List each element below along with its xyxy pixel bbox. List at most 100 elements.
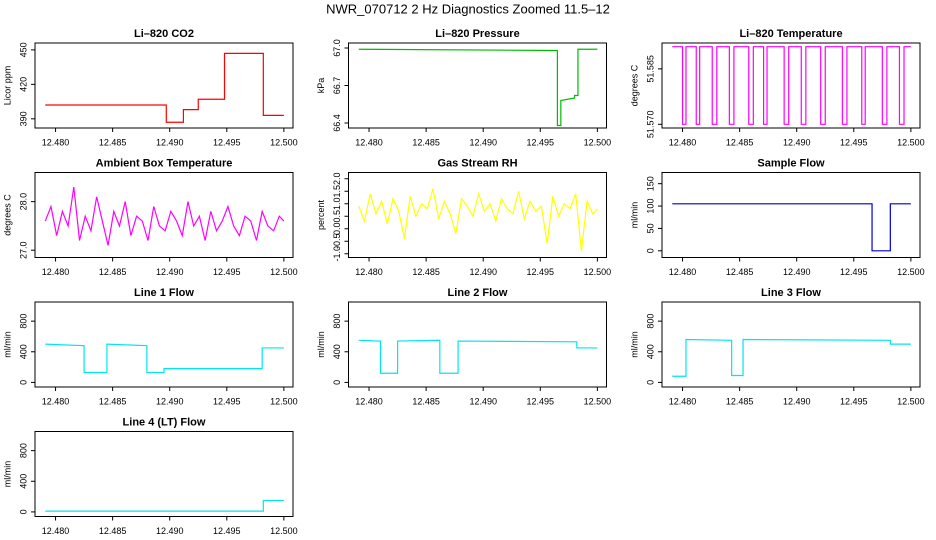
y-tick-label: 400 [18, 474, 28, 489]
panel-title: Line 4 (LT) Flow [123, 416, 206, 428]
y-tick-label: 1.0 [332, 197, 342, 210]
x-tick-label: 12.500 [270, 526, 298, 536]
x-tick-label: 12.490 [156, 396, 184, 406]
y-tick-label: 2.0 [332, 172, 342, 185]
panel-title: Sample Flow [757, 157, 825, 169]
x-tick-label: 12.490 [156, 526, 184, 536]
x-tick-label: 12.485 [726, 396, 754, 406]
plot-frame [661, 301, 921, 388]
x-tick-label: 12.490 [783, 137, 811, 147]
plot-frame [348, 301, 607, 388]
x-tick-label: 12.495 [527, 267, 555, 277]
x-tick-label: 12.495 [527, 396, 555, 406]
x-tick-label: 12.480 [42, 526, 70, 536]
x-tick-label: 12.500 [584, 396, 612, 406]
x-tick-label: 12.480 [355, 396, 383, 406]
x-tick-label: 12.485 [99, 526, 127, 536]
y-tick-label: 800 [645, 314, 655, 329]
x-tick-label: 12.485 [726, 267, 754, 277]
panel-title: Li–820 Pressure [435, 28, 519, 40]
plot-frame [348, 42, 607, 129]
plot-frame [34, 301, 294, 388]
x-tick-label: 12.500 [270, 137, 298, 147]
y-tick-label: 66.4 [332, 114, 342, 132]
x-tick-label: 12.490 [469, 267, 497, 277]
x-tick-label: 12.500 [584, 267, 612, 277]
x-tick-label: 12.480 [355, 267, 383, 277]
x-tick-label: 12.490 [469, 396, 497, 406]
x-tick-label: 12.485 [726, 137, 754, 147]
x-tick-label: 12.495 [840, 396, 868, 406]
page-title: NWR_070712 2 Hz Diagnostics Zoomed 11.5–… [326, 1, 610, 16]
y-axis-label: ml/min [2, 461, 12, 488]
x-tick-label: 12.495 [213, 137, 241, 147]
panel-title: Ambient Box Temperature [96, 157, 233, 169]
x-tick-label: 12.480 [42, 267, 70, 277]
x-tick-label: 12.500 [897, 267, 925, 277]
y-tick-label: 400 [18, 344, 28, 359]
x-tick-label: 12.480 [42, 396, 70, 406]
y-tick-label: 51.570 [645, 111, 655, 139]
x-tick-label: 12.495 [840, 267, 868, 277]
x-tick-label: 12.485 [412, 137, 440, 147]
y-tick-label: -0.5 [332, 233, 342, 249]
panel-title: Line 1 Flow [134, 287, 194, 299]
data-line [672, 338, 911, 377]
panel-title: Line 3 Flow [761, 287, 821, 299]
data-line [45, 52, 284, 123]
y-tick-label: 400 [332, 344, 342, 359]
plot-frame [34, 42, 294, 129]
x-tick-label: 12.495 [527, 137, 555, 147]
x-tick-label: 12.480 [669, 137, 697, 147]
y-tick-label: -1.0 [332, 246, 342, 262]
x-tick-label: 12.500 [584, 137, 612, 147]
y-axis-label: ml/min [2, 331, 12, 358]
x-tick-label: 12.485 [99, 267, 127, 277]
y-tick-label: 0.0 [332, 222, 342, 235]
y-tick-label: 0 [18, 380, 28, 385]
x-tick-label: 12.480 [355, 137, 383, 147]
y-tick-label: 800 [18, 443, 28, 458]
x-tick-label: 12.480 [669, 396, 697, 406]
y-tick-label: 67.0 [332, 39, 342, 57]
x-tick-label: 12.480 [42, 137, 70, 147]
x-tick-label: 12.500 [897, 396, 925, 406]
x-tick-label: 12.495 [840, 137, 868, 147]
x-tick-label: 12.490 [783, 396, 811, 406]
plot-frame [661, 172, 921, 258]
y-tick-label: 390 [18, 111, 28, 126]
plot-frame [348, 172, 607, 258]
y-tick-label: 100 [645, 199, 655, 214]
y-axis-label: Licor ppm [2, 66, 12, 106]
y-tick-label: 0 [645, 248, 655, 253]
y-tick-label: 0 [645, 380, 655, 385]
data-line [44, 186, 285, 246]
x-tick-label: 12.480 [669, 267, 697, 277]
y-tick-label: 27.0 [18, 241, 28, 259]
x-tick-label: 12.490 [156, 137, 184, 147]
data-line [672, 203, 911, 252]
y-tick-label: 800 [332, 314, 342, 329]
y-axis-label: ml/min [316, 331, 326, 358]
data-line [45, 499, 284, 512]
y-axis-label: percent [316, 199, 326, 230]
panel-title: Gas Stream RH [437, 157, 517, 169]
plot-frame [661, 42, 921, 129]
y-tick-label: 0 [332, 380, 342, 385]
x-tick-label: 12.490 [783, 267, 811, 277]
plot-frame [34, 172, 294, 258]
panel-title: Line 2 Flow [448, 287, 508, 299]
y-axis-label: ml/min [629, 202, 639, 229]
y-axis-label: kPa [316, 78, 326, 94]
x-tick-label: 12.485 [99, 396, 127, 406]
x-tick-label: 12.490 [156, 267, 184, 277]
panel-title: Li–820 Temperature [739, 28, 842, 40]
x-tick-label: 12.495 [213, 526, 241, 536]
x-tick-label: 12.485 [412, 267, 440, 277]
plot-frame [34, 431, 294, 517]
y-tick-label: 1.5 [332, 185, 342, 198]
x-tick-label: 12.490 [469, 137, 497, 147]
y-tick-label: 66.7 [332, 77, 342, 95]
y-tick-label: 800 [18, 314, 28, 329]
